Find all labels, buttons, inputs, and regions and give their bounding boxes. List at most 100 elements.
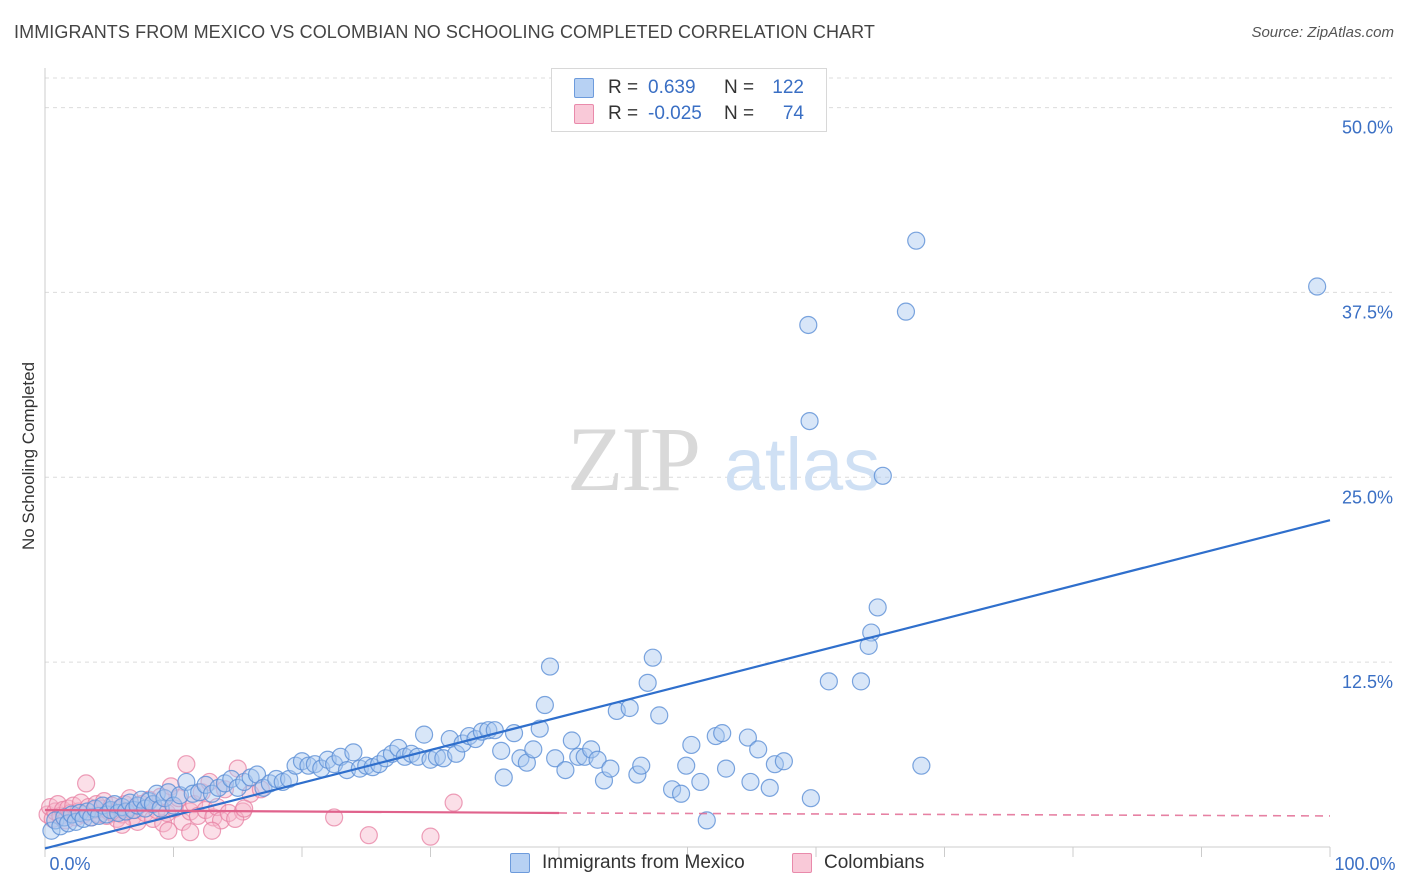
colombians-point [235,799,254,818]
y-tick-label: 12.5% [1342,672,1393,692]
colombians-point [421,827,440,846]
mexico-point [868,598,887,617]
legend-n-value: 122 [772,77,804,98]
legend-n-label: N = [724,103,755,124]
mexico-point [344,743,363,762]
mexico-point [632,756,651,775]
mexico-trend-line [44,519,1331,850]
chart-title: IMMIGRANTS FROM MEXICO VS COLOMBIAN NO S… [14,22,876,42]
mexico-point [1308,277,1327,296]
mexico-point [907,231,926,250]
mexico-point [638,673,657,692]
mexico-point [588,750,607,769]
colombians-trend-line-dashed [558,812,1331,817]
legend-item-colombians[interactable]: Colombians [792,852,924,874]
legend-r-value: 0.639 [648,77,696,98]
colombians-point [159,821,178,840]
mexico-point [662,780,682,799]
mexico-point [799,315,818,335]
legend-swatch-blue [574,78,594,98]
mexico-point [716,759,736,778]
x-tick-label: 0.0% [49,854,90,874]
y-axis-label: No Schooling Completed [19,362,38,550]
grid-lines [45,77,1392,663]
legend-swatch-pink [574,104,594,124]
watermark-zip: ZIP [567,408,699,510]
x-tick-label: 100.0% [1334,854,1395,874]
mexico-point [671,784,691,803]
mexico-point [873,466,892,485]
legend-item-label: Colombians [824,852,925,873]
mexico-point [540,657,560,676]
mexico-point [582,740,601,759]
mexico-point [535,695,554,715]
stats-legend: R = 0.639 N = 122 R = -0.025 N = 74 [551,68,827,132]
y-tick-label: 25.0% [1342,487,1393,507]
mexico-point [530,719,549,738]
watermark-atlas: atlas [724,423,880,506]
mexico-point [801,789,820,808]
mexico-point [494,768,513,787]
mexico-point [741,772,760,792]
trend-lines [44,519,1331,850]
legend-r-label: R = [608,103,639,124]
mexico-point [851,672,871,691]
legend-n-label: N = [724,77,755,98]
colombians-point [77,774,96,793]
mexico-point [650,706,669,725]
mexico-point [682,735,701,755]
colombians-point [444,793,463,812]
series-legend: Immigrants from Mexico Colombians [0,852,1406,878]
mexico-point [819,672,838,691]
mexico-point [562,731,581,750]
tick-labels: 12.5% 25.0% 37.5% 50.0% 0.0% 100.0% [49,118,1395,874]
mexico-point [89,806,109,826]
legend-n-value: 74 [782,103,804,124]
axes [44,68,1331,857]
mexico-point [713,724,732,743]
mexico-point [628,765,647,784]
legend-swatch-pink [792,853,812,873]
mexico-point [749,740,768,759]
mexico-point [800,411,819,431]
legend-item-label: Immigrants from Mexico [542,852,745,873]
mexico-point [697,811,716,830]
mexico-point [774,752,793,771]
mexico-point [42,821,61,840]
mexico-point [556,760,575,780]
mexico-point [82,808,101,827]
mexico-point [414,725,434,744]
colombians-point [359,826,378,845]
mexico-points [42,231,1327,840]
mexico-point [492,741,511,760]
mexico-point [524,740,543,759]
mexico-point [183,784,202,803]
watermark: ZIP atlas [567,408,880,510]
legend-item-mexico[interactable]: Immigrants from Mexico [510,852,745,874]
mexico-point [691,772,710,792]
y-tick-label: 37.5% [1342,302,1393,322]
mexico-point [159,783,178,802]
legend-r-value: -0.025 [648,103,702,124]
colombians-trend-line-solid [44,808,560,815]
legend-swatch-blue [510,853,530,873]
mexico-point [677,756,696,775]
mexico-point [620,698,639,718]
mexico-point [594,771,614,790]
mexico-point [738,728,757,747]
legend-r-label: R = [608,77,639,98]
mexico-point [177,772,196,792]
colombians-point [177,755,196,774]
mexico-point [896,302,916,321]
legend-row-mexico: R = 0.639 N = 122 [574,76,804,100]
y-tick-label: 50.0% [1342,118,1393,138]
mexico-point [601,759,620,778]
mexico-point [760,778,779,797]
source-label: Source: ZipAtlas.com [1251,24,1394,41]
legend-row-colombians: R = -0.025 N = 74 [574,102,804,126]
colombians-point [181,823,200,842]
mexico-point [132,790,151,809]
colombians-point [325,808,344,827]
mexico-point [643,648,662,667]
